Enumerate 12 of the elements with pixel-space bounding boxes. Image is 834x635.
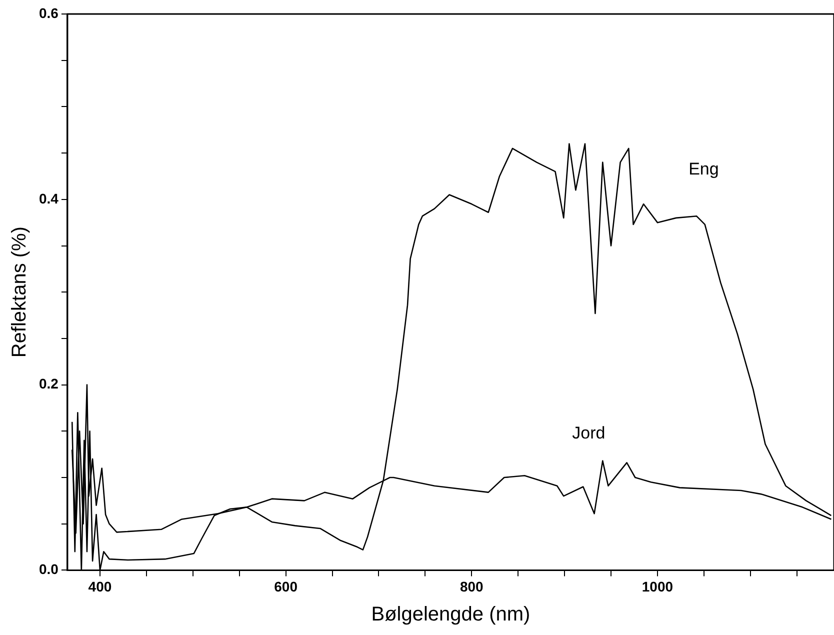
y-tick-label: 0.6 (38, 4, 59, 21)
y-axis-title: Reflektans (%) (8, 226, 31, 358)
y-tick-label: 0.4 (38, 190, 59, 206)
y-tick-label: 0.2 (38, 376, 59, 392)
x-tick-label: 600 (274, 578, 298, 594)
text: Eng (688, 159, 719, 178)
x-axis-title: Bølgelengde (nm) (371, 604, 530, 626)
x-tick-label: 1000 (642, 578, 674, 594)
x-tick-label: 800 (460, 578, 484, 594)
y-tick-label: 0.0 (38, 561, 59, 578)
series-label: Jord (572, 424, 606, 443)
x-tick-label: 400 (88, 578, 112, 594)
